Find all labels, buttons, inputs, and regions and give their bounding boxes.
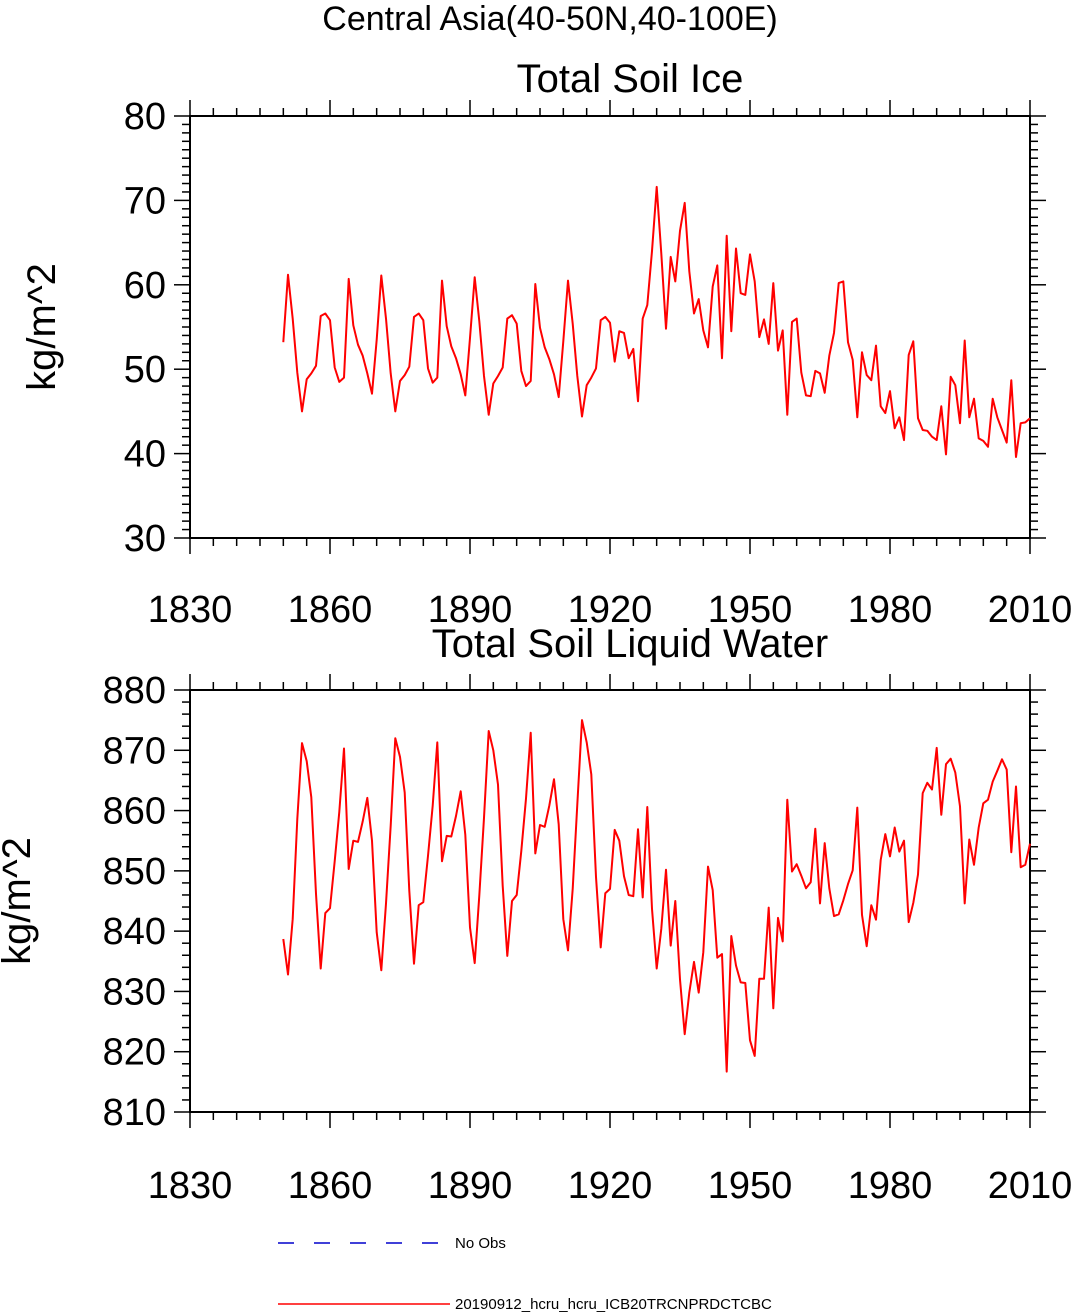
x-tick-label: 1950	[708, 1165, 793, 1207]
x-tick-label: 1920	[568, 1165, 653, 1207]
chart-title: Total Soil Ice	[517, 57, 744, 101]
y-axis-label: kg/m^2	[20, 263, 64, 391]
chart-panel-total-soil-liquid-water: Total Soil Liquid Water kg/m^2 1830 1860 189…	[0, 622, 1072, 1207]
y-tick-label: 70	[124, 180, 166, 222]
y-tick-label: 60	[124, 265, 166, 307]
x-tick-label: 1860	[288, 589, 373, 631]
y-tick-label: 860	[103, 791, 166, 833]
chart-title: Total Soil Liquid Water	[432, 622, 828, 666]
x-tick-label: 1920	[568, 589, 653, 631]
y-tick-label: 810	[103, 1092, 166, 1134]
y-tick-label: 880	[103, 670, 166, 712]
y-tick-label: 50	[124, 349, 166, 391]
page-title: Central Asia(40-50N,40-100E)	[322, 0, 777, 38]
x-tick-label: 1890	[428, 589, 513, 631]
x-tick-label: 1980	[848, 1165, 933, 1207]
x-tick-label: 1830	[148, 1165, 233, 1207]
x-tick-label: 1980	[848, 589, 933, 631]
y-tick-label: 850	[103, 851, 166, 893]
x-tick-label: 2010	[988, 1165, 1073, 1207]
legend-label-no-obs: No Obs	[455, 1235, 506, 1252]
y-tick-label: 30	[124, 518, 166, 560]
x-tick-label: 1890	[428, 1165, 513, 1207]
y-tick-label: 820	[103, 1032, 166, 1074]
x-tick-label: 1950	[708, 589, 793, 631]
y-tick-label: 870	[103, 730, 166, 772]
x-tick-label: 1860	[288, 1165, 373, 1207]
series-line	[282, 719, 1031, 1073]
x-tick-label: 2010	[988, 589, 1073, 631]
y-tick-label: 80	[124, 96, 166, 138]
legend-label-model: 20190912_hcru_hcru_ICB20TRCNPRDCTCBC	[455, 1296, 772, 1313]
chart-panel-total-soil-ice: Total Soil Ice kg/m^2 1830 1860 1890 1920 1950…	[20, 57, 1072, 631]
y-tick-label: 840	[103, 911, 166, 953]
y-tick-label: 40	[124, 434, 166, 476]
x-tick-label: 1830	[148, 589, 233, 631]
y-axis-label: kg/m^2	[0, 837, 39, 965]
y-tick-label: 830	[103, 971, 166, 1013]
series-line	[282, 185, 1031, 458]
legend: No Obs 20190912_hcru_hcru_ICB20TRCNPRDCT…	[278, 1235, 772, 1313]
